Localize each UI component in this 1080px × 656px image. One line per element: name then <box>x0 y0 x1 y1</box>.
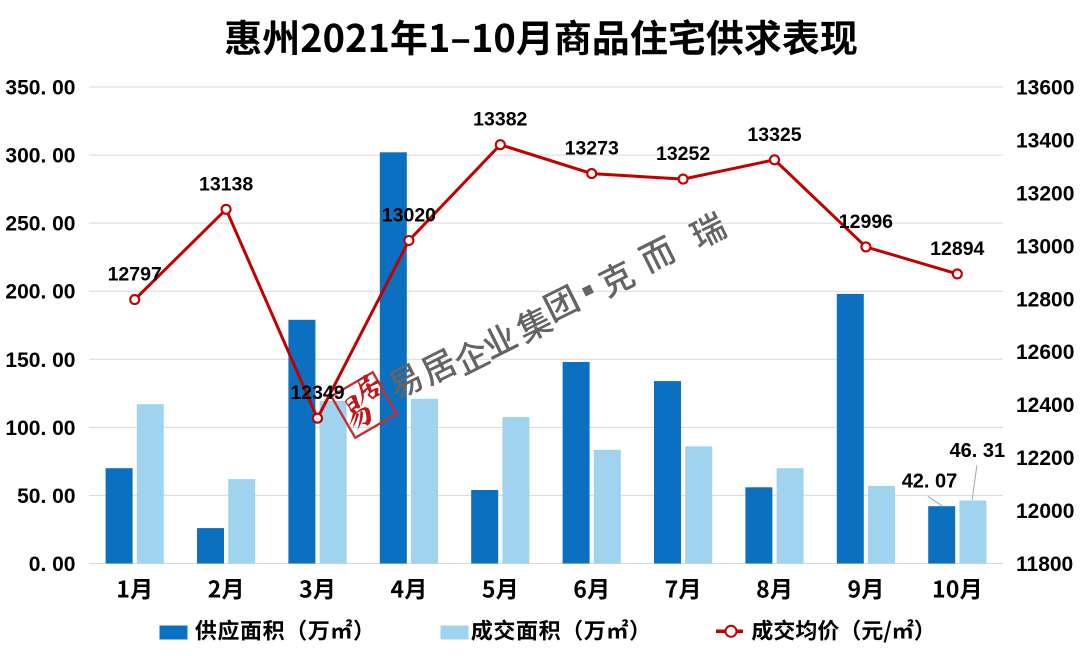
svg-text:13400: 13400 <box>1016 129 1074 152</box>
svg-text:200. 00: 200. 00 <box>5 281 75 304</box>
svg-text:300. 00: 300. 00 <box>5 145 75 168</box>
svg-text:13382: 13382 <box>473 109 527 131</box>
svg-text:13138: 13138 <box>199 173 253 195</box>
svg-text:13000: 13000 <box>1016 235 1074 258</box>
svg-text:250. 00: 250. 00 <box>5 213 75 236</box>
svg-text:42. 07: 42. 07 <box>902 471 958 493</box>
svg-text:13200: 13200 <box>1016 182 1074 205</box>
svg-text:12600: 12600 <box>1016 341 1074 364</box>
svg-text:12200: 12200 <box>1016 447 1074 470</box>
svg-text:100. 00: 100. 00 <box>5 417 75 440</box>
svg-text:12349: 12349 <box>290 382 344 404</box>
svg-text:13600: 13600 <box>1016 77 1074 100</box>
svg-text:50. 00: 50. 00 <box>17 485 75 508</box>
svg-text:12000: 12000 <box>1016 500 1074 523</box>
svg-text:13273: 13273 <box>565 138 619 160</box>
svg-text:150. 00: 150. 00 <box>5 349 75 372</box>
svg-text:12996: 12996 <box>839 211 893 233</box>
svg-text:13325: 13325 <box>747 124 801 146</box>
svg-text:13252: 13252 <box>656 143 710 165</box>
svg-text:350. 00: 350. 00 <box>5 77 75 100</box>
svg-text:12894: 12894 <box>930 238 984 260</box>
svg-text:12400: 12400 <box>1016 394 1074 417</box>
svg-text:13020: 13020 <box>382 205 436 227</box>
svg-text:46. 31: 46. 31 <box>949 440 1005 462</box>
svg-text:12800: 12800 <box>1016 288 1074 311</box>
svg-text:12797: 12797 <box>108 264 162 286</box>
svg-text:0. 00: 0. 00 <box>29 553 76 576</box>
svg-text:11800: 11800 <box>1016 553 1073 576</box>
